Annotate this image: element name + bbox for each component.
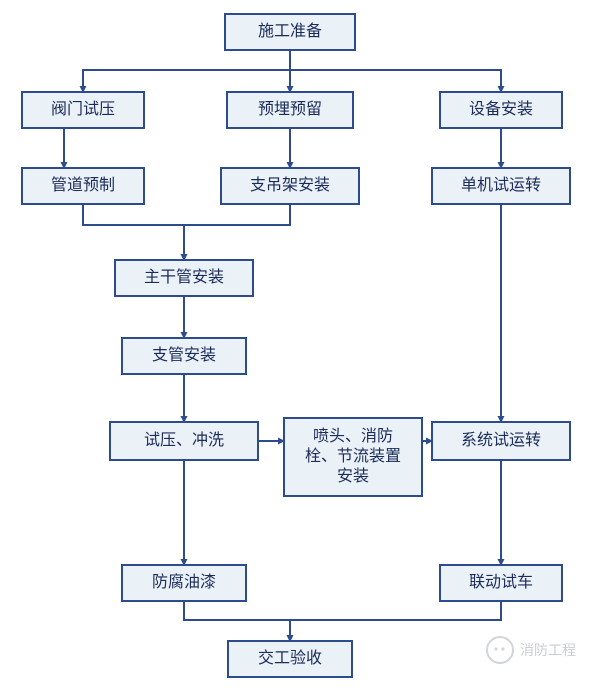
- node-heads: 喷头、消防栓、节流装置安装: [284, 418, 422, 496]
- node-branch_pipe: 支管安装: [122, 338, 246, 374]
- node-sys_trial-label: 系统试运转: [461, 431, 541, 449]
- node-support: 支吊架安装: [221, 168, 359, 204]
- node-sys_trial: 系统试运转: [432, 422, 570, 460]
- node-flush: 试压、冲洗: [110, 422, 258, 460]
- watermark-icon-dot: [494, 647, 497, 650]
- node-main_pipe: 主干管安装: [115, 260, 253, 296]
- node-heads-label: 安装: [337, 467, 369, 485]
- node-branch_pipe-label: 支管安装: [152, 346, 216, 364]
- node-embed-label: 预埋预留: [258, 100, 322, 118]
- node-equip: 设备安装: [440, 92, 562, 128]
- node-prep-label: 施工准备: [258, 22, 322, 40]
- node-pipe_pre-label: 管道预制: [51, 176, 115, 194]
- flowchart-canvas: 施工准备阀门试压 预埋预留 设备安装管道预制 支吊架安装 单机试运转主干管安装支管安装试…: [0, 0, 598, 694]
- node-main_pipe-label: 主干管安装: [144, 268, 224, 286]
- node-linkage: 联动试车: [440, 565, 562, 601]
- node-paint: 防腐油漆: [122, 565, 246, 601]
- watermark-icon-dot: [501, 647, 504, 650]
- node-embed: 预埋预留: [227, 92, 353, 128]
- node-single-label: 单机试运转: [461, 176, 541, 194]
- node-heads-label: 喷头、消防: [313, 427, 393, 445]
- node-single: 单机试运转: [432, 168, 570, 204]
- node-paint-label: 防腐油漆: [152, 573, 216, 591]
- node-accept: 交工验收: [228, 641, 352, 677]
- node-equip-label: 设备安装: [469, 100, 533, 118]
- node-accept-label: 交工验收: [258, 649, 322, 667]
- node-linkage-label: 联动试车: [469, 573, 533, 591]
- watermark-text: 消防工程: [520, 642, 576, 658]
- node-support-label: 支吊架安装: [250, 176, 330, 194]
- node-valve: 阀门试压: [22, 92, 144, 128]
- node-prep: 施工准备: [225, 14, 355, 50]
- node-heads-label: 栓、节流装置: [305, 447, 401, 465]
- node-valve-label: 阀门试压: [51, 100, 115, 118]
- node-flush-label: 试压、冲洗: [144, 431, 224, 449]
- node-pipe_pre: 管道预制: [22, 168, 144, 204]
